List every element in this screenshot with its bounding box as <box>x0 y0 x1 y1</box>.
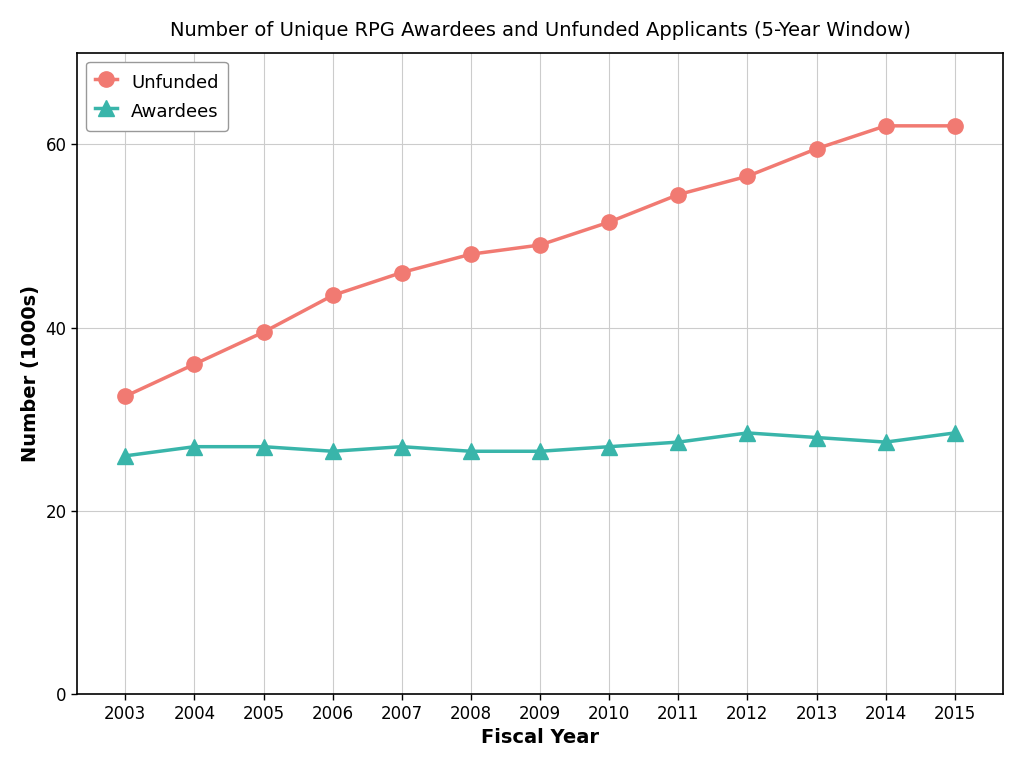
Awardees <box>395 442 408 452</box>
Unfunded <box>603 217 615 227</box>
Unfunded <box>810 144 822 154</box>
Unfunded <box>741 171 754 180</box>
Awardees <box>948 429 961 438</box>
Awardees <box>741 429 754 438</box>
Legend: Unfunded, Awardees: Unfunded, Awardees <box>86 61 227 131</box>
Awardees <box>880 438 892 447</box>
Unfunded <box>119 392 131 401</box>
Unfunded <box>534 240 546 250</box>
Unfunded <box>948 121 961 131</box>
Awardees <box>327 447 339 456</box>
Unfunded <box>672 190 684 199</box>
Unfunded <box>188 359 201 369</box>
Awardees <box>534 447 546 456</box>
Line: Unfunded: Unfunded <box>118 118 963 404</box>
Unfunded <box>257 327 269 336</box>
Unfunded <box>465 250 477 259</box>
Unfunded <box>880 121 892 131</box>
Awardees <box>672 438 684 447</box>
Title: Number of Unique RPG Awardees and Unfunded Applicants (5-Year Window): Number of Unique RPG Awardees and Unfund… <box>170 21 910 40</box>
Awardees <box>119 452 131 461</box>
Awardees <box>465 447 477 456</box>
Awardees <box>810 433 822 442</box>
Unfunded <box>395 268 408 277</box>
X-axis label: Fiscal Year: Fiscal Year <box>481 728 599 747</box>
Unfunded <box>327 291 339 300</box>
Awardees <box>257 442 269 452</box>
Awardees <box>603 442 615 452</box>
Line: Awardees: Awardees <box>118 425 963 464</box>
Awardees <box>188 442 201 452</box>
Y-axis label: Number (1000s): Number (1000s) <box>20 285 40 462</box>
